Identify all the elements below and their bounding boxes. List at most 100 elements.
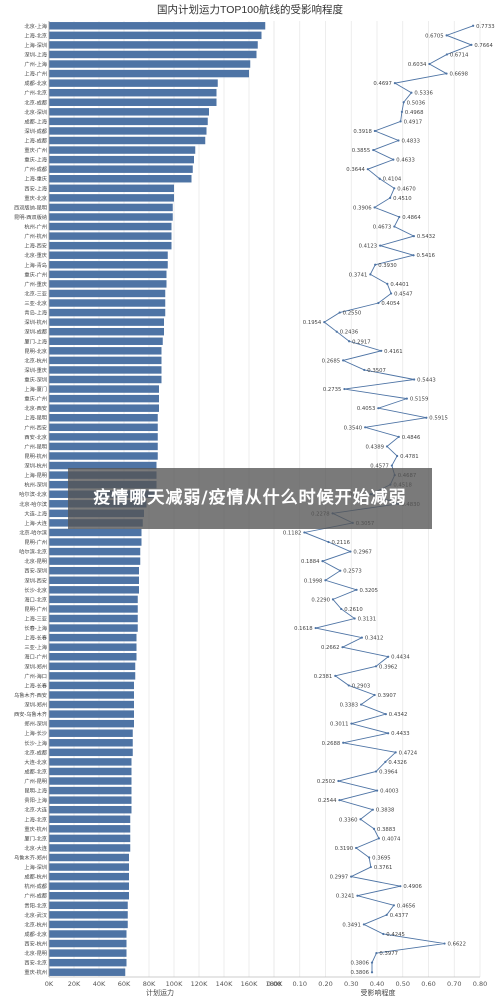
impact-data-label: 0.4833 bbox=[401, 139, 420, 145]
impact-data-label: 0.4864 bbox=[402, 215, 421, 221]
impact-point bbox=[372, 148, 375, 152]
impact-point bbox=[364, 426, 367, 429]
route-labels: 北京-上海上海-北京上海-深圳深圳-上海广州-上海上海-广州成都-北京广州-北京… bbox=[14, 22, 48, 976]
x-tick-impact: 0.50 bbox=[396, 980, 410, 988]
impact-point bbox=[342, 741, 345, 744]
impact-point bbox=[410, 91, 413, 94]
capacity-bar bbox=[49, 222, 172, 231]
capacity-bar bbox=[49, 796, 132, 804]
overlay-banner: 疫情哪天减弱/疫情从什么时候开始减弱 bbox=[68, 468, 432, 529]
impact-data-label: 0.5443 bbox=[417, 378, 436, 384]
route-label: 海口-北京 bbox=[24, 595, 47, 603]
impact-data-label: 0.4377 bbox=[390, 913, 409, 919]
route-label: 成都-上海 bbox=[24, 117, 47, 125]
x-tick-capacity: 40K bbox=[93, 980, 106, 988]
x-tick-impact: 0.80 bbox=[473, 980, 487, 988]
route-label: 上海-三亚 bbox=[24, 615, 47, 623]
capacity-bar bbox=[49, 327, 164, 336]
impact-point bbox=[405, 397, 408, 400]
impact-point bbox=[356, 894, 359, 897]
impact-data-label: 0.4968 bbox=[405, 110, 424, 116]
route-label: 上海-北京 bbox=[24, 31, 47, 39]
route-label: 昆明-广州 bbox=[24, 605, 47, 613]
impact-point bbox=[382, 932, 385, 936]
capacity-bar bbox=[49, 165, 193, 173]
route-label: 北京-成都 bbox=[24, 98, 47, 106]
impact-point bbox=[359, 818, 362, 821]
capacity-bar bbox=[49, 299, 166, 307]
route-label: 哈尔滨-北京 bbox=[19, 548, 47, 556]
impact-data-label: 0.3241 bbox=[336, 894, 355, 900]
impact-point bbox=[389, 196, 392, 199]
impact-point bbox=[387, 655, 390, 658]
x-tick-impact: 0.60 bbox=[421, 980, 435, 988]
impact-point bbox=[392, 158, 395, 161]
route-label: 北京-成都 bbox=[24, 748, 47, 756]
capacity-bar bbox=[49, 930, 127, 938]
capacity-bar bbox=[49, 356, 162, 365]
impact-data-label: 0.3507 bbox=[367, 368, 386, 374]
route-label: 北京-深圳 bbox=[24, 108, 47, 116]
capacity-bar bbox=[49, 433, 158, 441]
impact-point bbox=[355, 588, 358, 591]
capacity-bar bbox=[49, 184, 174, 193]
route-label: 广州-成都 bbox=[24, 165, 47, 173]
impact-data-label: 0.3855 bbox=[352, 148, 371, 154]
impact-point bbox=[321, 560, 324, 563]
route-label: 重庆-上海 bbox=[24, 156, 47, 164]
capacity-bar bbox=[49, 241, 172, 250]
impact-data-label: 0.4670 bbox=[397, 186, 416, 192]
route-label: 广州-重庆 bbox=[24, 280, 47, 288]
route-label: 重庆-北京 bbox=[24, 194, 47, 202]
capacity-bar bbox=[49, 586, 139, 594]
x-tick-impact: 0.40 bbox=[370, 980, 384, 988]
impact-data-label: 0.3930 bbox=[378, 263, 397, 269]
impact-point bbox=[379, 244, 382, 247]
capacity-bar bbox=[49, 442, 158, 451]
x-tick-impact: 0.20 bbox=[318, 980, 332, 988]
impact-data-label: 0.5036 bbox=[407, 100, 426, 106]
impact-data-label: 0.4074 bbox=[382, 836, 401, 842]
impact-data-label: 0.3906 bbox=[353, 205, 372, 211]
capacity-bar bbox=[49, 232, 172, 240]
route-label: 三亚-上海 bbox=[24, 643, 47, 651]
impact-point bbox=[373, 206, 376, 209]
capacity-bar bbox=[49, 108, 209, 116]
x-tick-capacity: 160K bbox=[241, 980, 258, 988]
capacity-bar bbox=[49, 41, 258, 49]
route-label: 哈尔滨-北京 bbox=[19, 490, 47, 498]
impact-point bbox=[314, 626, 317, 630]
impact-point bbox=[377, 301, 380, 305]
route-label: 三亚-北京 bbox=[24, 299, 47, 307]
capacity-bar bbox=[49, 414, 158, 422]
impact-data-label: 0.2903 bbox=[352, 683, 371, 689]
impact-data-label: 0.2116 bbox=[331, 540, 350, 546]
route-label: 西安-杭州 bbox=[24, 940, 47, 948]
capacity-bar bbox=[49, 308, 166, 317]
impact-point bbox=[399, 885, 402, 888]
route-label: 杭州-深圳 bbox=[24, 481, 47, 489]
route-label: 广州-北京 bbox=[24, 89, 47, 97]
capacity-bar bbox=[49, 146, 196, 154]
x-tick-capacity: 180K bbox=[266, 980, 283, 988]
route-label: 上海-昆明 bbox=[24, 471, 47, 479]
x-tick-impact: 0.00 bbox=[267, 980, 281, 988]
impact-data-label: 0.4917 bbox=[404, 119, 423, 125]
capacity-bar bbox=[49, 777, 132, 785]
route-label: 大连-北京 bbox=[24, 758, 47, 766]
impact-data-label: 0.4724 bbox=[399, 750, 418, 756]
route-label: 上海-北京 bbox=[24, 815, 47, 823]
route-label: 海口-广州 bbox=[24, 653, 47, 661]
impact-data-label: 0.3383 bbox=[340, 703, 359, 709]
route-label: 乌鲁木齐-西安 bbox=[14, 691, 47, 699]
route-label: 长沙-上海 bbox=[24, 739, 47, 747]
route-label: 深圳-杭州 bbox=[24, 462, 47, 470]
impact-data-label: 0.4161 bbox=[384, 349, 403, 355]
route-label: 上海-昆明 bbox=[24, 414, 47, 422]
impact-point bbox=[380, 349, 383, 352]
impact-point bbox=[370, 961, 374, 964]
impact-point bbox=[412, 254, 415, 257]
capacity-bar bbox=[49, 270, 167, 279]
route-label: 成都-北京 bbox=[24, 930, 47, 938]
